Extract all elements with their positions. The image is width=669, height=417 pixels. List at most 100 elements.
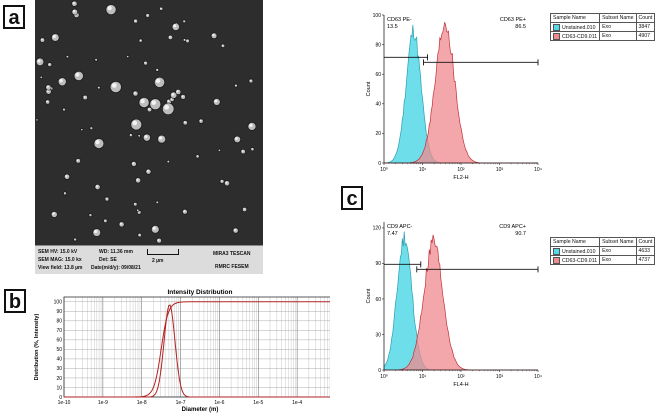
y-tick-label: 0 [378,368,381,374]
y-tick-label: 80 [375,42,381,48]
sem-particle-highlight [83,95,86,98]
sem-particle-highlight [225,181,228,184]
sem-particle-highlight [63,108,65,110]
gate-positive-value: 86.5 [515,24,526,30]
y-tick-label: 90 [56,309,62,315]
x-tick-label: 10⁰ [380,167,388,173]
sem-particle-highlight [95,140,100,145]
gate-negative-label: CD63 PE- [387,17,412,23]
sem-particles [35,0,263,246]
x-tick-label: 1e-8 [137,400,147,406]
x-axis-label: FL2-H [453,175,468,181]
sem-particle-highlight [129,134,132,136]
x-tick-label: 10¹ [419,167,427,173]
legend-sample: CD63-CD9.011 [562,257,598,264]
sem-particle-highlight [156,69,158,71]
legend-sample: Unstained.010 [562,24,596,31]
legend-swatch-cyan [553,23,560,31]
sem-particle-highlight [218,149,220,151]
sem-particle-highlight [183,20,185,22]
sem-particle-highlight [241,150,244,152]
sem-particle-highlight [98,86,100,88]
y-tick-label: 10 [56,385,62,391]
sem-particle-highlight [183,121,186,124]
sem-particle-highlight [155,78,161,84]
x-tick-label: 10⁴ [534,374,542,380]
legend-count: 4633 [635,246,656,256]
histogram-unstained [383,231,538,371]
legend-count: 4737 [635,255,656,265]
y-tick-label: 70 [56,328,62,334]
sem-particle-highlight [40,76,42,78]
gate-positive-label: CD9 APC+ [499,224,526,230]
sem-particle-highlight [52,212,55,215]
x-tick-label: 10⁰ [380,374,388,380]
x-tick-label: 1e-6 [214,400,224,406]
sem-particle-highlight [105,197,108,200]
y-axis-label: Count [366,288,372,303]
sem-particle-highlight [104,219,106,222]
sem-view: View field: 13.8 µm [38,265,83,271]
y-tick-label: 40 [375,102,381,108]
sem-particle-highlight [157,238,160,241]
legend-header-sample: Sample Name [549,237,601,247]
sem-particle-highlight [46,85,49,88]
gate-negative-value: 13.5 [387,24,398,30]
legend-count: 3847 [635,22,656,32]
y-tick-label: 120 [373,226,382,232]
y-tick-label: 100 [54,300,63,306]
sem-particle-highlight [137,209,138,211]
x-tick-label: 1e-4 [292,400,302,406]
x-tick-label: 10⁴ [534,167,542,173]
legend-row: CD63-CD9.011 Exo 4907 [549,31,656,41]
sem-particle-highlight [64,192,66,194]
sem-particle-highlight [66,56,68,57]
y-tick-label: 0 [378,161,381,167]
sem-particle-highlight [132,120,138,126]
legend-row: CD63-CD9.011 Exo 4737 [549,255,656,265]
y-axis-label: Distribution (%, Intensity) [34,314,40,381]
sem-particle-highlight [148,108,150,110]
y-tick-label: 40 [56,357,62,363]
legend-swatch-cyan [553,247,560,255]
sem-particle-highlight [167,100,170,102]
y-tick-label: 90 [375,261,381,267]
legend-subset: Exo [599,246,637,256]
sem-wd: WD: 11.36 mm [99,249,133,255]
sem-particle-highlight [89,214,91,216]
gate-negative-label: CD9 APC- [387,224,413,230]
legend-count: 4907 [635,31,656,41]
sem-particle-highlight [171,93,175,96]
legend-sample: Unstained.010 [562,248,596,255]
sem-particle-highlight [65,174,68,178]
gate-positive-label: CD63 PE+ [500,17,526,23]
legend-header-subset: Subset Name [599,237,637,247]
sem-particle-highlight [181,95,184,98]
gate-positive-value: 90.7 [515,231,526,237]
y-tick-label: 20 [375,131,381,137]
sem-particle-highlight [134,19,136,22]
sem-particle-highlight [235,137,238,140]
sem-particle-highlight [36,119,38,121]
sem-particle-highlight [144,61,146,64]
flow-legend-cd63: Sample Name Subset Name Count Unstained.… [549,13,656,41]
x-tick-label: 1e-10 [58,400,71,406]
legend-subset: Exo [599,31,637,41]
legend-header-subset: Subset Name [599,13,637,23]
sem-particle-highlight [183,210,186,213]
sem-mag: SEM MAG: 15.0 kx [38,257,82,263]
y-tick-label: 80 [56,319,62,325]
sem-particle-highlight [233,228,237,231]
legend-header-count: Count [635,237,656,247]
legend-sample: CD63-CD9.011 [562,33,598,40]
sem-particle-highlight [144,135,148,139]
sem-background [35,0,263,246]
flow-histogram-cd9: 0 30 60 90 120 10⁰ 10¹ 10² 10³ 10⁴ FL4-H Count CD9 A… [366,222,542,388]
sem-particle-highlight [132,162,135,165]
y-tick-label: 60 [375,297,381,303]
sem-particle-highlight [151,100,157,105]
x-tick-label: 1e-5 [253,400,263,406]
sem-particle-highlight [235,84,237,86]
cumulative-line [64,301,330,398]
sem-particle-highlight [221,44,224,47]
